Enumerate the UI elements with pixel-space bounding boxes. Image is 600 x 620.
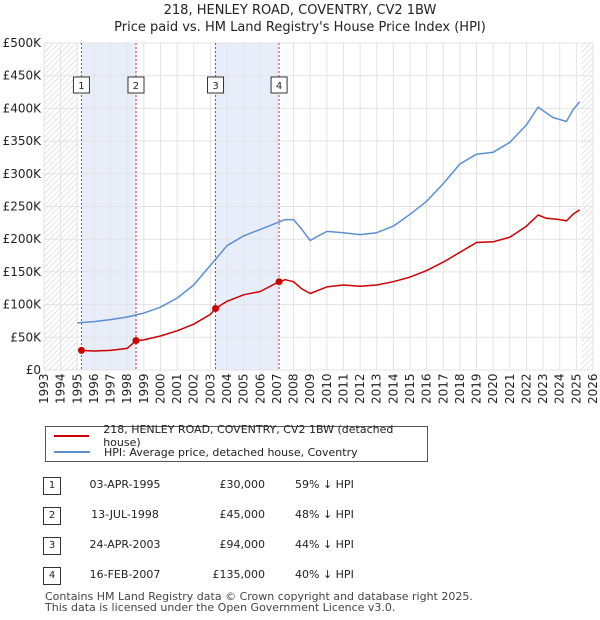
- x-tick-label: 2003: [203, 373, 217, 404]
- x-tick-label: 2017: [436, 373, 450, 404]
- x-tick-label: 1995: [70, 373, 84, 404]
- sale-callout-box: [207, 76, 225, 94]
- y-tick-label: £100K: [3, 298, 43, 312]
- transaction-date: 03-APR-1995: [89, 478, 161, 491]
- sale-callout-label: 3: [212, 81, 218, 92]
- x-tick-label: 2015: [403, 373, 417, 404]
- x-tick-label: 1993: [37, 373, 51, 404]
- y-tick-label: £400K: [3, 101, 43, 115]
- y-tick-label: £150K: [3, 265, 43, 279]
- chart-title: 218, HENLEY ROAD, COVENTRY, CV2 1BW: [163, 3, 437, 18]
- x-tick-label: 2011: [336, 373, 350, 404]
- transaction-hpi-diff: 44% ↓ HPI: [295, 538, 354, 551]
- transaction-date: 24-APR-2003: [89, 538, 161, 551]
- sale-point: [132, 337, 140, 345]
- x-tick-label: 2004: [220, 373, 234, 404]
- x-tick-label: 2000: [153, 373, 167, 404]
- x-tick-label: 2022: [519, 373, 533, 404]
- x-tick-label: 2010: [320, 373, 334, 404]
- x-tick-label: 2005: [237, 373, 251, 404]
- x-tick-label: 1994: [54, 373, 68, 404]
- sale-point: [212, 305, 220, 313]
- sale-callout-label: 1: [78, 81, 84, 92]
- footer-copyright: Contains HM Land Registry data © Crown c…: [45, 590, 473, 603]
- y-tick-label: £350K: [3, 134, 43, 148]
- y-tick-label: £250K: [3, 200, 43, 214]
- transaction-badge: 3: [43, 537, 61, 555]
- table-row: 1 03-APR-1995 £30,000 59% ↓ HPI: [0, 474, 600, 498]
- x-tick-label: 2016: [420, 373, 434, 404]
- table-row: 2 13-JUL-1998 £45,000 48% ↓ HPI: [0, 504, 600, 528]
- legend: 218, HENLEY ROAD, COVENTRY, CV2 1BW (det…: [45, 423, 428, 462]
- x-tick-label: 2001: [170, 373, 184, 404]
- x-tick-label: 1997: [104, 373, 118, 404]
- legend-label-property: 218, HENLEY ROAD, COVENTRY, CV2 1BW (det…: [103, 423, 394, 449]
- x-tick-label: 2020: [486, 373, 500, 404]
- transaction-price: £30,000: [219, 478, 266, 491]
- sale-callout-label: 2: [133, 81, 139, 92]
- x-tick-label: 1998: [120, 373, 134, 404]
- x-tick-label: 2019: [470, 373, 484, 404]
- sale-callout-box: [270, 76, 288, 94]
- chart-subtitle: Price paid vs. HM Land Registry's House …: [114, 20, 486, 35]
- transaction-badge: 4: [43, 567, 61, 585]
- chart-title-block: 218, HENLEY ROAD, COVENTRY, CV2 1BW Pric…: [0, 2, 600, 36]
- transaction-hpi-diff: 59% ↓ HPI: [295, 478, 354, 491]
- sale-point: [275, 278, 283, 286]
- transaction-date: 16-FEB-2007: [89, 568, 161, 581]
- y-tick-label: £500K: [3, 36, 43, 50]
- transaction-badge: 2: [43, 507, 61, 525]
- legend-label-hpi: HPI: Average price, detached house, Cove…: [104, 445, 358, 459]
- transaction-hpi-diff: 48% ↓ HPI: [295, 508, 354, 521]
- x-tick-label: 1996: [87, 373, 101, 404]
- footer-license: This data is licensed under the Open Gov…: [45, 601, 396, 614]
- x-tick-label: 2012: [353, 373, 367, 404]
- y-tick-label: £50K: [10, 330, 42, 344]
- x-tick-label: 2023: [536, 373, 550, 404]
- x-tick-label: 2013: [370, 373, 384, 404]
- transaction-price: £45,000: [219, 508, 266, 521]
- x-tick-label: 2008: [287, 373, 301, 404]
- legend-swatch-hpi: [54, 451, 90, 453]
- y-tick-label: £450K: [3, 69, 43, 83]
- footer: Contains HM Land Registry data © Crown c…: [45, 591, 473, 613]
- y-tick-label: £0: [26, 363, 41, 377]
- price-chart: 1 2 3 4 £0 £50K £100K £150K £200K £250K £300K £350K…: [3, 36, 600, 404]
- legend-swatch-property: [54, 435, 90, 437]
- x-tick-label: 2018: [453, 373, 467, 404]
- x-tick-label: 2002: [187, 373, 201, 404]
- x-tick-label: 2021: [503, 373, 517, 404]
- legend-item-hpi: HPI: Average price, detached house, Cove…: [54, 444, 358, 460]
- transaction-date: 13-JUL-1998: [91, 508, 159, 521]
- sale-point: [77, 346, 85, 354]
- x-tick-label: 2014: [386, 373, 400, 404]
- x-tick-label: 2009: [303, 373, 317, 404]
- legend-item-property: 218, HENLEY ROAD, COVENTRY, CV2 1BW (det…: [54, 423, 427, 449]
- x-tick-label: 1999: [137, 373, 151, 404]
- sale-callout-box: [127, 76, 145, 94]
- y-tick-label: £300K: [3, 167, 43, 181]
- transaction-hpi-diff: 40% ↓ HPI: [295, 568, 354, 581]
- transaction-price: £94,000: [219, 538, 266, 551]
- x-tick-label: 2007: [270, 373, 284, 404]
- y-tick-label: £200K: [3, 232, 43, 246]
- x-tick-label: 2006: [253, 373, 267, 404]
- transaction-price: £135,000: [212, 568, 266, 581]
- x-tick-label: 2025: [569, 373, 583, 404]
- series-line-hpi: [77, 101, 581, 324]
- transaction-badge: 1: [43, 477, 61, 495]
- table-row: 3 24-APR-2003 £94,000 44% ↓ HPI: [0, 534, 600, 558]
- x-tick-label: 2026: [586, 373, 600, 404]
- x-tick-label: 2024: [553, 373, 567, 404]
- sale-callout-label: 4: [276, 81, 282, 92]
- series-line-property: [81, 209, 581, 352]
- sale-callout-box: [72, 76, 90, 94]
- table-row: 4 16-FEB-2007 £135,000 40% ↓ HPI: [0, 564, 600, 588]
